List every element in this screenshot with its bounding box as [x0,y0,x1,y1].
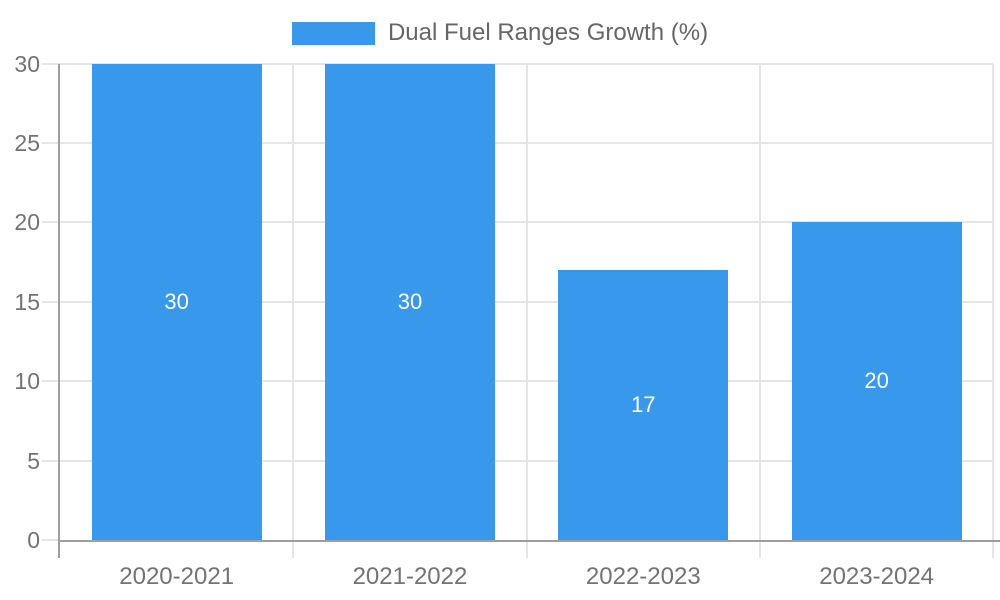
x-gridline [525,63,528,540]
y-tick-label: 10 [14,368,40,395]
x-tick-label: 2020-2021 [119,563,235,590]
x-gridline [758,63,761,540]
bar-value-label: 30 [164,288,189,314]
x-tick-label: 2021-2022 [352,563,468,590]
y-tick-mark [42,459,60,462]
x-gridline [992,63,995,540]
y-tick-label: 30 [14,50,40,77]
x-gridline [292,63,295,540]
y-tick-mark [42,380,60,383]
y-tick-mark [42,539,60,541]
x-tick-label: 2023-2024 [819,563,935,590]
bar-value-label: 30 [397,288,423,314]
y-tick-label: 25 [14,129,40,156]
x-tick-mark [525,540,528,558]
x-tick-mark [758,540,761,558]
y-tick-mark [42,62,60,65]
y-tick-mark [42,141,60,144]
x-axis-line [58,540,1000,542]
y-tick-label: 20 [14,209,40,236]
bar-value-label: 17 [631,391,656,417]
bar [91,63,262,540]
bar [791,222,962,540]
x-tick-mark [992,540,995,558]
y-tick-mark [42,300,60,303]
y-axis-line [58,63,60,558]
y-tick-label: 15 [14,288,40,315]
x-tick-mark [292,540,295,558]
legend: Dual Fuel Ranges Growth (%) [0,19,1000,47]
y-tick-mark [42,221,60,224]
legend-label: Dual Fuel Ranges Growth (%) [387,19,709,46]
legend-swatch [291,21,375,45]
y-tick-label: 0 [27,527,40,553]
bar [558,269,729,540]
bar-value-label: 20 [864,368,889,394]
bar [324,63,495,540]
x-tick-label: 2022-2023 [585,563,701,590]
y-tick-label: 5 [27,447,40,474]
